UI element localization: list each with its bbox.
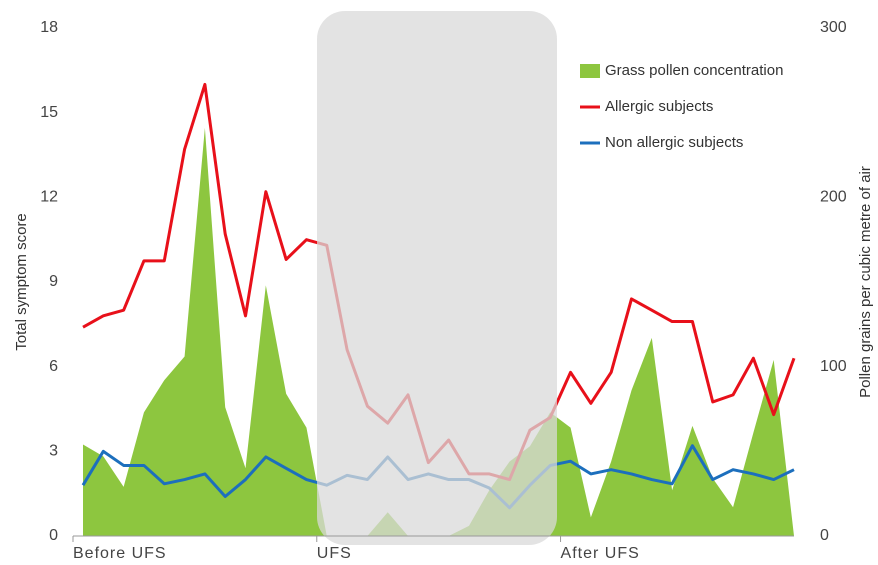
x-tick-label: After UFS — [561, 545, 640, 562]
y-tick-label: 18 — [40, 19, 58, 36]
y-axis-label: Total symptom score — [13, 213, 30, 351]
y2-axis-label: Pollen grains per cubic metre of air — [857, 166, 874, 398]
legend-label: Non allergic subjects — [605, 134, 743, 151]
x-tick-label: UFS — [317, 545, 352, 562]
legend-label: Allergic subjects — [605, 98, 713, 115]
y-tick-label: 0 — [49, 527, 58, 544]
y2-tick-label: 0 — [820, 527, 829, 544]
y-tick-label: 15 — [40, 104, 58, 121]
pollen-area — [83, 127, 794, 536]
y-tick-label: 12 — [40, 189, 58, 206]
legend-label: Grass pollen concentration — [605, 62, 783, 79]
y-tick-label: 6 — [49, 358, 58, 375]
y2-tick-label: 200 — [820, 189, 847, 206]
y2-tick-label: 100 — [820, 358, 847, 375]
y-tick-label: 3 — [49, 443, 58, 460]
ufs-period — [317, 11, 557, 545]
y2-tick-label: 300 — [820, 19, 847, 36]
y-tick-label: 9 — [49, 273, 58, 290]
x-tick-label: Before UFS — [73, 545, 167, 562]
legend-swatch — [580, 64, 600, 78]
